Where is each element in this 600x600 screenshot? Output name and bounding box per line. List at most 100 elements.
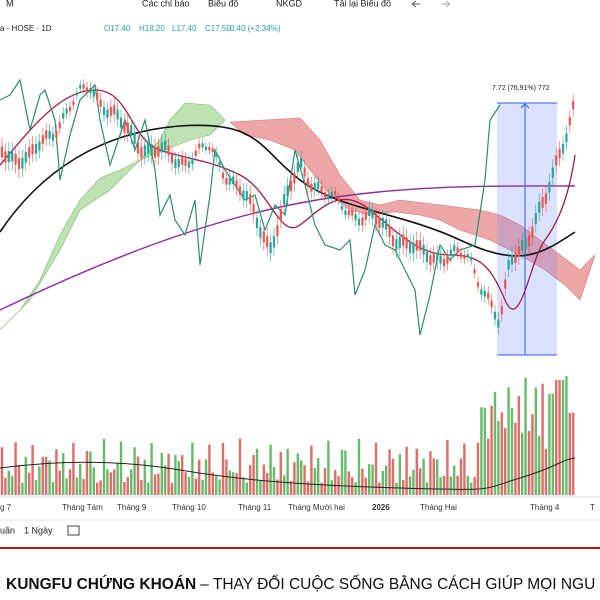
x-tick-label: Tháng Tám [62,503,103,512]
candle-body [412,242,415,254]
volume-bar [398,454,401,495]
candle-body [398,236,401,248]
volume-bar [381,471,384,495]
volume-bar [116,463,119,495]
volume-bar [561,380,565,495]
candle-body [385,219,388,230]
volume-bar [143,459,146,495]
x-axis: g 7 Tháng Tám Tháng 9 Tháng 10 Tháng 11 Tháng… [0,503,595,512]
candle-body [4,151,7,163]
candle-body [113,105,116,115]
candle-body [493,311,497,320]
candle-body [160,142,163,153]
candle-body [425,252,429,262]
candle-body [153,146,157,158]
volume-bar [85,451,89,495]
volume-bar [218,479,221,495]
volume-bar [140,480,143,495]
volume-bar [34,480,38,495]
candle-body [48,130,51,139]
candle-body [235,180,238,189]
volume-bar [317,457,320,495]
candle-body [368,207,371,217]
candle-body [313,182,316,191]
measure-label: 7.72 (76,91%) 772 [492,85,550,92]
reload-button[interactable]: Tải lại Biểu đồ [334,0,391,8]
candle-body [432,253,435,263]
interval-select[interactable]: 1 Ngày [24,525,53,535]
volume-bar [568,412,571,495]
volume-bar [480,407,483,495]
volume-bar [514,422,517,495]
volume-bar [89,451,92,495]
symbol: a - HOSE · 1D [0,24,52,33]
candle-body [289,180,293,192]
volume-bar [565,376,568,495]
volume-bar [408,476,412,495]
volume-bar [174,454,177,495]
volume-bar [58,470,61,495]
volume-bar [24,456,27,495]
volume-bar [449,476,452,495]
candle-body [415,239,418,251]
indicators-button[interactable]: Các chỉ báo [142,0,190,8]
candle-body [357,218,361,226]
candle-body [561,143,565,154]
candle-body [374,215,378,225]
candle-body [524,238,527,249]
volume-bar [300,460,303,495]
chart-type-button[interactable]: Biểu đồ [208,0,239,8]
candle-body [181,157,184,165]
volume-bar [385,465,388,495]
volume-bar [102,438,106,495]
candle-body [245,190,248,201]
trading-button[interactable]: NKGD [276,0,303,8]
candle-body [99,99,102,107]
volume-bar [436,459,439,495]
candle-body [68,106,72,112]
volume-bar [269,444,272,495]
redo-icon[interactable] [442,0,451,8]
volume-bar [347,471,350,495]
candle-body [527,235,531,247]
banner-rule [0,547,600,549]
volume-bar [544,448,548,495]
volume-bar [82,479,85,495]
volume-bar [293,462,296,495]
volume-bar [150,443,153,495]
volume-bar [208,444,211,495]
undo-icon[interactable] [411,0,420,8]
volume-bar [296,453,299,495]
interval-button[interactable]: M [6,0,14,8]
volume-bar [476,442,480,495]
candle-body [306,178,310,187]
volume-bar [266,473,269,495]
candle-body [259,227,262,238]
range-button[interactable]: uần [0,525,15,535]
candle-body [126,122,129,134]
date-range-icon[interactable] [67,525,80,536]
volume-bar [320,482,323,495]
volume-bar [259,480,262,495]
candle-body [41,135,44,144]
candle-body [157,146,160,157]
volume-bar [442,475,446,495]
change: 0.40 (+2,34%) [230,24,281,33]
candle-body [453,245,456,252]
slogan: – THAY ĐỔI CUỘC SỐNG BẰNG CÁCH GIÚP MỌI … [200,575,595,593]
candle-body [164,140,167,151]
candle-body [497,319,500,328]
measure-label-bg [488,82,564,94]
volume-bar [17,465,21,495]
volume-bar [466,475,469,495]
candle-body [293,173,296,184]
candle-body [187,161,191,168]
candle-body [381,217,384,228]
candle-body [480,289,483,295]
candle-body [371,209,374,219]
candle-body [24,152,27,163]
volume-bar [201,479,204,495]
candle-body [198,143,201,149]
volume-bar [432,458,435,495]
volume-bar [289,481,293,495]
